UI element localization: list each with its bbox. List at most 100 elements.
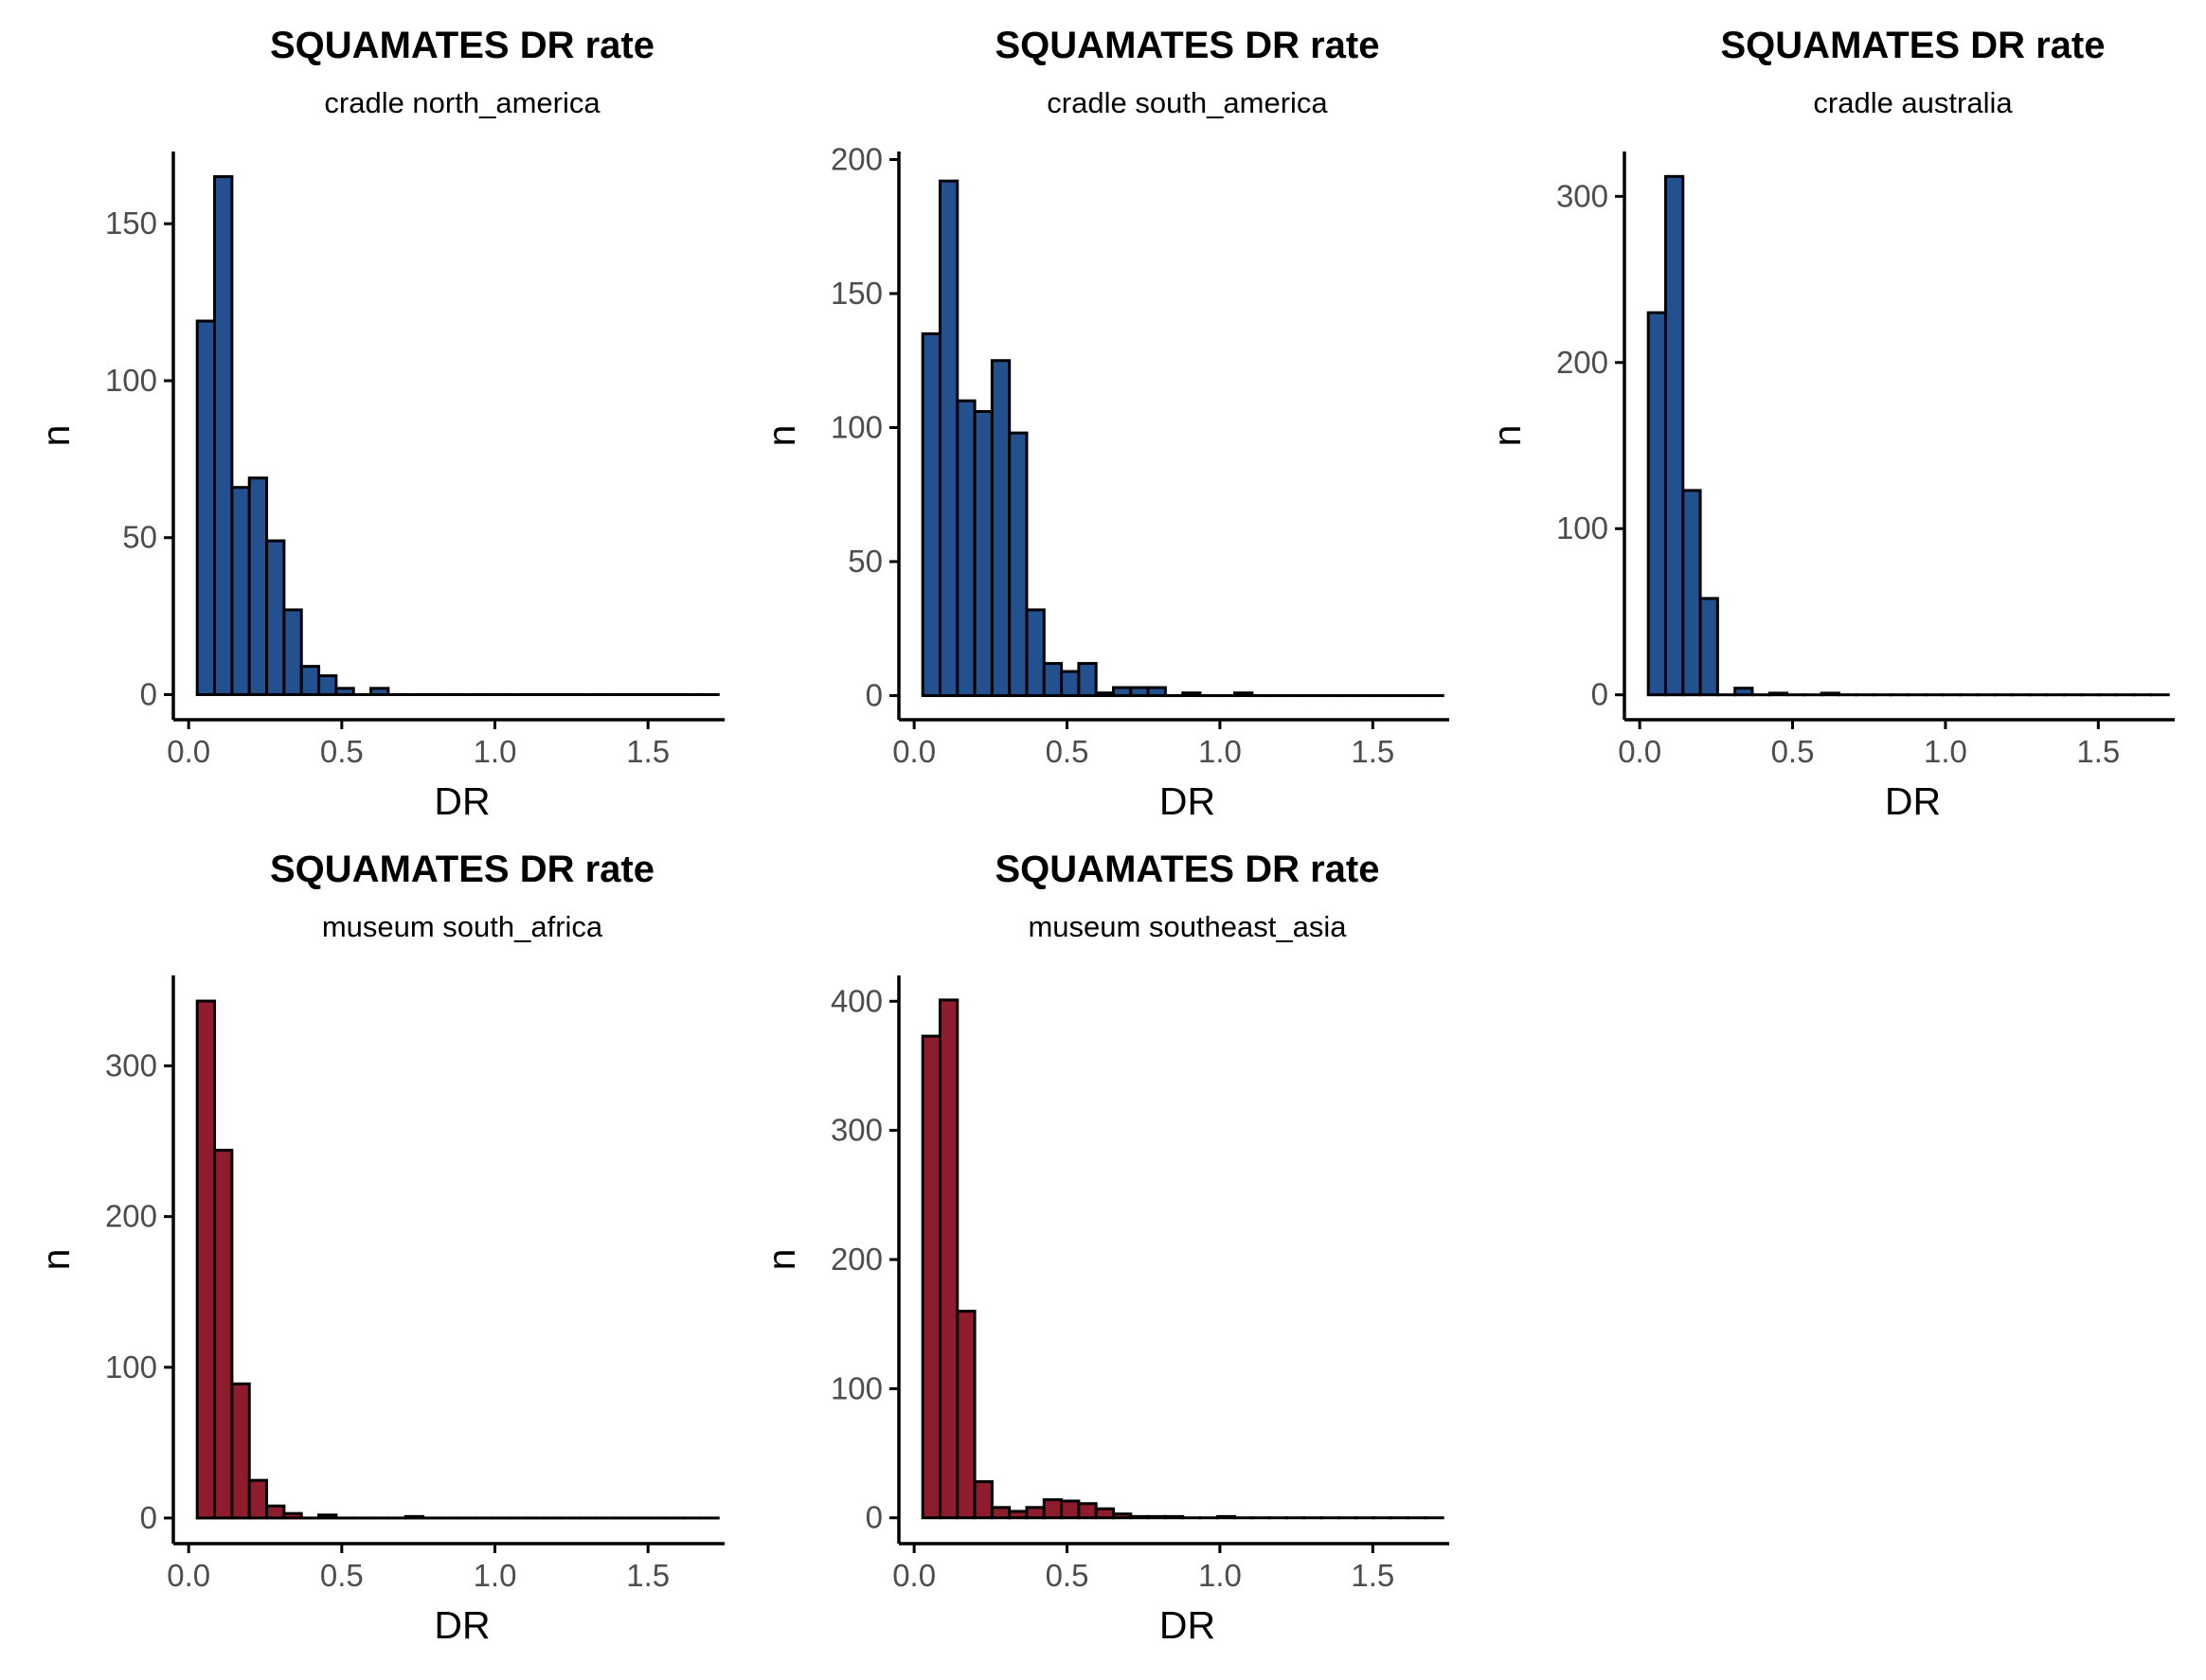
y-axis-title: n [760,1249,803,1271]
y-tick-label: 200 [831,1242,883,1277]
histogram-bar [1094,691,1115,698]
histogram-bar [990,1506,1012,1520]
histogram-bar [334,687,355,696]
histogram-bar [1767,691,1789,697]
chart-title: SQUAMATES DR rate [270,849,655,890]
y-tick-label: 0 [866,678,883,713]
x-tick-label: 0.0 [167,1558,210,1593]
y-axis-title: n [34,425,78,447]
x-axis-title: DR [1159,779,1215,823]
histogram-bar [404,1514,425,1520]
x-tick-label: 1.0 [474,734,517,769]
y-tick-label: 400 [831,983,883,1018]
y-tick-label: 50 [848,544,883,579]
chart-panel: SQUAMATES DR rate cradle north_america 0 50… [34,25,725,823]
y-tick-label: 0 [1591,677,1608,712]
chart-panel: SQUAMATES DR rate museum south_africa 0 100… [34,849,725,1647]
histogram-bar [213,175,234,696]
x-tick-label: 0.5 [1046,1558,1089,1593]
x-tick-label: 0.0 [892,1558,936,1593]
histogram-bar [1215,1514,1237,1520]
histogram-bar [1181,691,1202,698]
y-tick-label: 0 [866,1500,883,1535]
histogram-bar [1077,1502,1098,1520]
x-axis-title: DR [1885,779,1941,823]
x-tick-label: 0.0 [892,734,936,769]
y-tick-label: 300 [1556,178,1608,213]
histogram-bar [1111,686,1133,698]
y-tick-label: 100 [831,410,883,445]
y-tick-label: 200 [1556,345,1608,380]
x-axis-title: DR [1159,1603,1215,1647]
x-tick-label: 1.5 [1351,1558,1394,1593]
histogram-bar [973,1480,994,1520]
histogram-bar [317,1513,338,1520]
histogram-bar [938,998,960,1520]
histogram-bar [1025,1506,1046,1520]
y-tick-label: 100 [1556,510,1608,545]
y-axis-title: n [34,1249,78,1271]
y-tick-label: 150 [831,276,883,311]
histogram-bar [1820,691,1840,697]
histogram-bar [195,999,217,1520]
chart-panel: SQUAMATES DR rate cradle south_america 0 50… [760,25,1449,823]
chart-title: SQUAMATES DR rate [995,849,1380,890]
histogram-bar [317,674,338,696]
histogram-bar [1008,431,1029,698]
y-axis-title: n [760,425,803,447]
x-tick-label: 1.0 [1198,1558,1242,1593]
histogram-bar [282,608,303,696]
chart-subtitle: cradle north_america [324,86,601,119]
chart-title: SQUAMATES DR rate [270,25,655,66]
x-tick-label: 0.5 [320,1558,364,1593]
histogram-bar [1042,662,1064,698]
x-tick-label: 1.5 [626,734,670,769]
histogram-bar [990,359,1012,698]
histogram-bar [921,331,942,698]
chart-subtitle: museum south_africa [322,910,603,943]
x-tick-label: 1.0 [474,1558,517,1593]
y-tick-label: 200 [105,1199,157,1234]
chart-panel: SQUAMATES DR rate cradle australia 0 100 200… [1485,25,2175,823]
y-tick-label: 0 [140,676,157,711]
chart-subtitle: museum southeast_asia [1028,910,1347,943]
x-axis-title: DR [434,779,490,823]
histogram-bar [1233,691,1254,698]
histogram-bar [282,1511,303,1520]
histogram-bar [1060,670,1081,698]
x-tick-label: 1.0 [1924,734,1967,769]
x-tick-label: 1.5 [1351,734,1394,769]
histogram-bar [247,476,269,696]
histogram-bar [1111,1512,1133,1520]
y-tick-label: 150 [105,206,157,241]
histogram-bar [265,539,286,696]
histogram-bar [1008,1510,1029,1520]
x-tick-label: 0.0 [1618,734,1661,769]
histogram-bar [1663,174,1685,697]
x-tick-label: 1.0 [1198,734,1242,769]
x-tick-label: 0.0 [167,734,210,769]
histogram-bar [265,1504,286,1520]
y-tick-label: 100 [831,1370,883,1405]
y-tick-label: 300 [831,1113,883,1148]
x-tick-label: 0.5 [1771,734,1815,769]
histogram-bar [369,687,390,696]
histogram-bar [1698,597,1719,697]
histogram-bar [1060,1499,1081,1520]
x-tick-label: 1.5 [2076,734,2120,769]
histogram-bar [1163,1514,1185,1520]
y-tick-label: 300 [105,1047,157,1082]
histogram-bar [956,1310,977,1520]
x-tick-label: 1.5 [626,1558,670,1593]
histogram-bar [1042,1498,1064,1520]
y-tick-label: 200 [831,141,883,176]
y-tick-label: 50 [122,520,157,555]
histogram-bar [195,319,217,696]
histogram-bar [1146,686,1167,698]
histogram-bar [230,1382,251,1520]
y-axis-title: n [1485,425,1529,447]
histogram-bar [247,1478,269,1520]
chart-title: SQUAMATES DR rate [995,25,1380,66]
histogram-bar [973,410,994,698]
